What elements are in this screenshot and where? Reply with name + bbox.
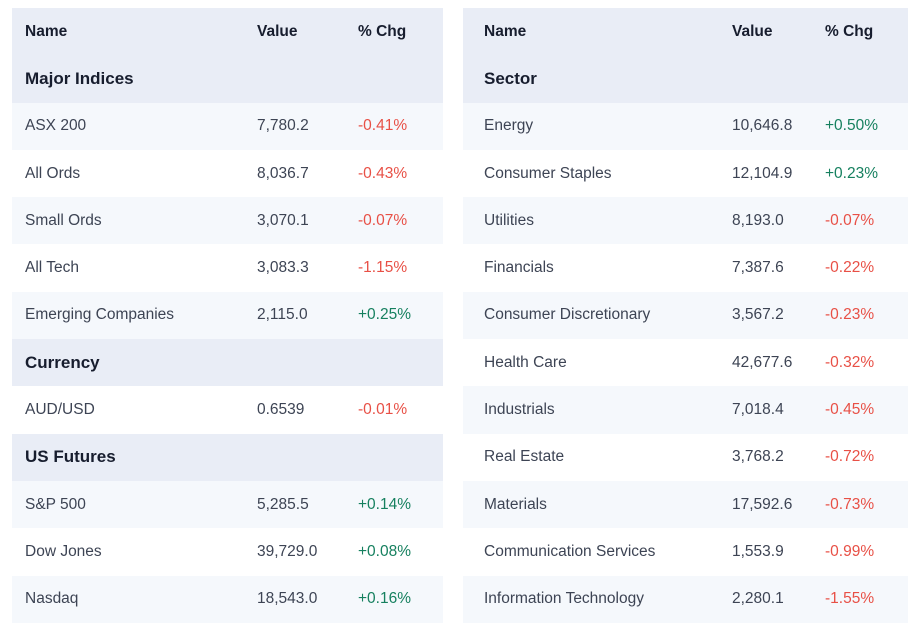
name-column-header: Name — [25, 22, 68, 40]
change-cell: -0.23% — [825, 306, 875, 324]
name-cell: Materials — [484, 495, 547, 513]
value-cell: 7,387.6 — [732, 259, 784, 277]
name-cell: Small Ords — [25, 211, 102, 229]
name-cell: Consumer Staples — [484, 164, 612, 182]
name-cell: Real Estate — [484, 448, 565, 466]
value-cell: 17,592.6 — [732, 495, 793, 513]
value-cell: 8,036.7 — [257, 164, 309, 182]
table-row: Financials 7,387.6 -0.22% — [463, 244, 908, 291]
name-cell: Consumer Discretionary — [484, 306, 651, 324]
value-cell: 7,018.4 — [732, 401, 784, 419]
name-cell: Information Technology — [484, 590, 644, 608]
value-cell: 8,193.0 — [732, 211, 784, 229]
change-cell: -0.45% — [825, 401, 875, 419]
value-cell: 7,780.2 — [257, 117, 309, 135]
value-cell: 1,553.9 — [732, 542, 784, 560]
change-cell: +0.08% — [358, 542, 412, 560]
table-row: Nasdaq 18,543.0 +0.16% — [12, 575, 443, 623]
change-cell: -1.15% — [358, 259, 408, 277]
table-row: All Ords 8,036.7 -0.43% — [12, 150, 443, 197]
name-cell: All Tech — [25, 259, 79, 277]
value-cell: 2,280.1 — [732, 590, 784, 608]
name-cell: Emerging Companies — [25, 306, 175, 324]
change-cell: -0.41% — [358, 117, 408, 135]
value-cell: 3,070.1 — [257, 211, 309, 229]
table-row: Real Estate 3,768.2 -0.72% — [463, 434, 908, 481]
value-cell: 0.6539 — [257, 401, 305, 419]
table-row: Materials 17,592.6 -0.73% — [463, 480, 908, 529]
section-header-row: Currency — [12, 339, 443, 387]
change-cell: -0.01% — [358, 401, 408, 419]
name-cell: Industrials — [484, 401, 555, 419]
value-cell: 18,543.0 — [257, 590, 318, 608]
value-cell: 3,768.2 — [732, 448, 784, 466]
table-row: Small Ords 3,070.1 -0.07% — [12, 197, 443, 245]
section-header-row: Sector — [463, 55, 908, 103]
name-cell: Nasdaq — [25, 590, 79, 608]
table-row: Energy 10,646.8 +0.50% — [463, 102, 908, 150]
column-header-row: Name Value % Chg — [463, 8, 908, 56]
name-cell: Communication Services — [484, 542, 656, 560]
table-row: Communication Services 1,553.9 -0.99% — [463, 528, 908, 575]
value-cell: 5,285.5 — [257, 495, 309, 513]
table-row: Dow Jones 39,729.0 +0.08% — [12, 528, 443, 575]
table-row: Utilities 8,193.0 -0.07% — [463, 197, 908, 245]
sectors-table: Name Value % Chg Sector Energy 10,646.8 +0.50%… — [463, 8, 908, 623]
name-column-header: Name — [484, 22, 527, 40]
section-title: Sector — [484, 68, 537, 88]
name-cell: All Ords — [25, 164, 81, 182]
change-cell: -0.72% — [825, 448, 875, 466]
table-row: Health Care 42,677.6 -0.32% — [463, 339, 908, 386]
change-cell: -0.22% — [825, 259, 875, 277]
column-header-row: Name Value % Chg — [12, 8, 443, 56]
table-row: S&P 500 5,285.5 +0.14% — [12, 480, 443, 529]
name-cell: ASX 200 — [25, 117, 87, 135]
change-cell: +0.25% — [358, 306, 412, 324]
section-title: Currency — [25, 352, 100, 372]
table-row: Consumer Discretionary 3,567.2 -0.23% — [463, 291, 908, 340]
name-cell: Dow Jones — [25, 542, 102, 560]
section-header-row: US Futures — [12, 433, 443, 481]
change-cell: -0.07% — [825, 211, 875, 229]
value-cell: 3,567.2 — [732, 306, 784, 324]
change-cell: +0.23% — [825, 164, 879, 182]
change-cell: -1.55% — [825, 590, 875, 608]
chg-column-header: % Chg — [358, 22, 407, 40]
change-cell: +0.50% — [825, 117, 879, 135]
change-cell: -0.07% — [358, 211, 408, 229]
name-cell: Health Care — [484, 353, 567, 371]
indices-table: Name Value % Chg Major Indices ASX 200 7,780.… — [12, 8, 443, 623]
value-cell: 42,677.6 — [732, 353, 793, 371]
name-cell: Financials — [484, 259, 554, 277]
chg-column-header: % Chg — [825, 22, 874, 40]
table-row: ASX 200 7,780.2 -0.41% — [12, 102, 443, 150]
change-cell: +0.16% — [358, 590, 412, 608]
table-row: Emerging Companies 2,115.0 +0.25% — [12, 291, 443, 340]
value-column-header: Value — [732, 22, 773, 40]
name-cell: Utilities — [484, 211, 534, 229]
name-cell: S&P 500 — [25, 495, 86, 513]
table-row: Information Technology 2,280.1 -1.55% — [463, 575, 908, 623]
section-title: US Futures — [25, 447, 116, 467]
change-cell: +0.14% — [358, 495, 412, 513]
value-column-header: Value — [257, 22, 298, 40]
change-cell: -0.43% — [358, 164, 408, 182]
value-cell: 39,729.0 — [257, 542, 318, 560]
name-cell: AUD/USD — [25, 401, 95, 419]
table-row: AUD/USD 0.6539 -0.01% — [12, 386, 443, 433]
table-row: Industrials 7,018.4 -0.45% — [463, 386, 908, 434]
name-cell: Energy — [484, 117, 534, 135]
section-header-row: Major Indices — [12, 55, 443, 103]
value-cell: 2,115.0 — [257, 306, 308, 324]
change-cell: -0.99% — [825, 542, 875, 560]
value-cell: 3,083.3 — [257, 259, 309, 277]
change-cell: -0.32% — [825, 353, 875, 371]
value-cell: 10,646.8 — [732, 117, 793, 135]
change-cell: -0.73% — [825, 495, 875, 513]
table-row: Consumer Staples 12,104.9 +0.23% — [463, 150, 908, 197]
table-row: All Tech 3,083.3 -1.15% — [12, 244, 443, 291]
section-title: Major Indices — [25, 68, 134, 88]
value-cell: 12,104.9 — [732, 164, 793, 182]
